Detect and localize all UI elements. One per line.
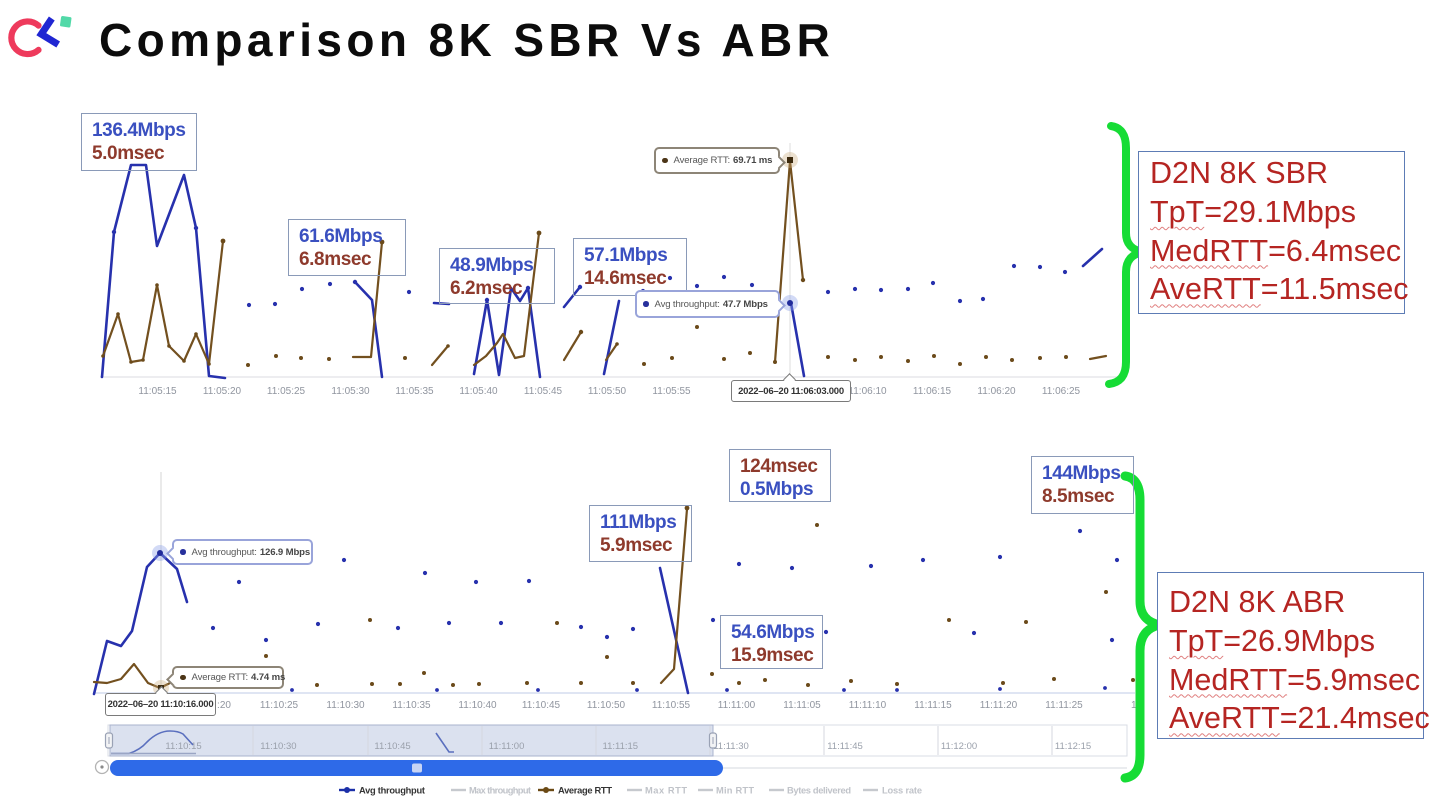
svg-text:11:10:50: 11:10:50	[587, 700, 626, 711]
svg-text:11:05:55: 11:05:55	[652, 386, 691, 397]
svg-text:Max RTT: Max RTT	[645, 786, 687, 796]
svg-text:11:11:05: 11:11:05	[783, 700, 821, 711]
svg-text:11:12:15: 11:12:15	[1055, 741, 1091, 752]
svg-text:11:05:25: 11:05:25	[267, 386, 306, 397]
svg-text:11:06:15: 11:06:15	[913, 386, 952, 397]
svg-text:Bytes delivered: Bytes delivered	[787, 786, 851, 796]
svg-text:11:10:55: 11:10:55	[652, 700, 691, 711]
svg-text:11:12:00: 11:12:00	[941, 741, 977, 752]
svg-text:11:10:30: 11:10:30	[326, 700, 365, 711]
svg-text:11:05:50: 11:05:50	[588, 386, 627, 397]
svg-text:11:10:40: 11:10:40	[458, 700, 497, 711]
svg-text:11:05:30: 11:05:30	[331, 386, 370, 397]
svg-text:11:06:20: 11:06:20	[977, 386, 1016, 397]
svg-text:11:05:20: 11:05:20	[203, 386, 242, 397]
svg-text:11:11:25: 11:11:25	[1045, 700, 1083, 711]
svg-text:Loss rate: Loss rate	[882, 786, 922, 796]
svg-text:11:05:40: 11:05:40	[459, 386, 498, 397]
svg-text:Avg throughput: Avg throughput	[359, 786, 425, 796]
svg-text:Max throughput: Max throughput	[469, 786, 531, 796]
svg-text:11:11:45: 11:11:45	[827, 741, 863, 752]
svg-text:Average RTT: Average RTT	[558, 786, 612, 796]
svg-text:11:11:15: 11:11:15	[603, 741, 639, 752]
svg-text:11:05:35: 11:05:35	[395, 386, 434, 397]
svg-text:11:11:20: 11:11:20	[980, 700, 1018, 711]
svg-text:11:11:30: 11:11:30	[713, 741, 749, 752]
svg-text:11:10:35: 11:10:35	[392, 700, 431, 711]
svg-text:11:11:00: 11:11:00	[489, 741, 525, 752]
svg-text:11:06:25: 11:06:25	[1042, 386, 1081, 397]
svg-text:11:05:45: 11:05:45	[524, 386, 563, 397]
svg-text:11:10:30: 11:10:30	[260, 741, 296, 752]
svg-text:11:10:45: 11:10:45	[522, 700, 561, 711]
svg-text:Min RTT: Min RTT	[716, 786, 754, 796]
svg-text:11:11:00: 11:11:00	[718, 700, 756, 711]
svg-text:11:05:15: 11:05:15	[138, 386, 177, 397]
svg-text:11:10:25: 11:10:25	[260, 700, 299, 711]
svg-text:11:11:15: 11:11:15	[914, 700, 952, 711]
svg-text:11:11:10: 11:11:10	[849, 700, 887, 711]
svg-text:11:06:10: 11:06:10	[848, 386, 887, 397]
svg-text::20: :20	[217, 700, 231, 711]
svg-text:11:10:45: 11:10:45	[374, 741, 410, 752]
svg-text:11:10:15: 11:10:15	[165, 741, 201, 752]
